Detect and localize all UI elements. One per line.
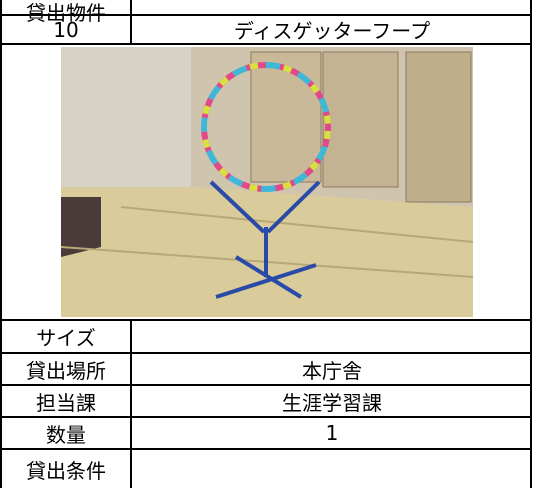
- header-cell: [130, 0, 532, 14]
- label-cell: サイズ: [0, 319, 130, 352]
- row-value: 1: [325, 421, 339, 445]
- item-photo: [61, 47, 473, 317]
- item-name: ディスゲッターフープ: [233, 19, 431, 43]
- row-value: 本庁舎: [302, 358, 362, 383]
- item-number-cell: 10: [0, 14, 130, 43]
- row-label: サイズ: [36, 326, 96, 350]
- row-label: 担当課: [36, 390, 96, 415]
- item-number: 10: [53, 17, 79, 42]
- row-label: 貸出場所: [26, 358, 106, 383]
- row-value: 生涯学習課: [282, 390, 382, 415]
- label-cell: 貸出場所: [0, 352, 130, 384]
- row-label: 数量: [46, 422, 86, 447]
- header-label: 貸出物件: [26, 1, 106, 25]
- value-cell: 本庁舎: [130, 352, 532, 384]
- value-cell: 1: [130, 416, 532, 448]
- value-cell: [130, 448, 532, 488]
- label-cell: 貸出条件: [0, 448, 130, 488]
- item-name-cell: ディスゲッターフープ: [130, 14, 532, 43]
- value-cell: 生涯学習課: [130, 384, 532, 416]
- row-label: 貸出条件: [26, 458, 106, 483]
- value-cell: [130, 319, 532, 352]
- right-border: [530, 0, 532, 488]
- photo-cell: [0, 43, 532, 319]
- label-cell: 担当課: [0, 384, 130, 416]
- header-cell: 貸出物件: [0, 0, 130, 25]
- label-cell: 数量: [0, 416, 130, 448]
